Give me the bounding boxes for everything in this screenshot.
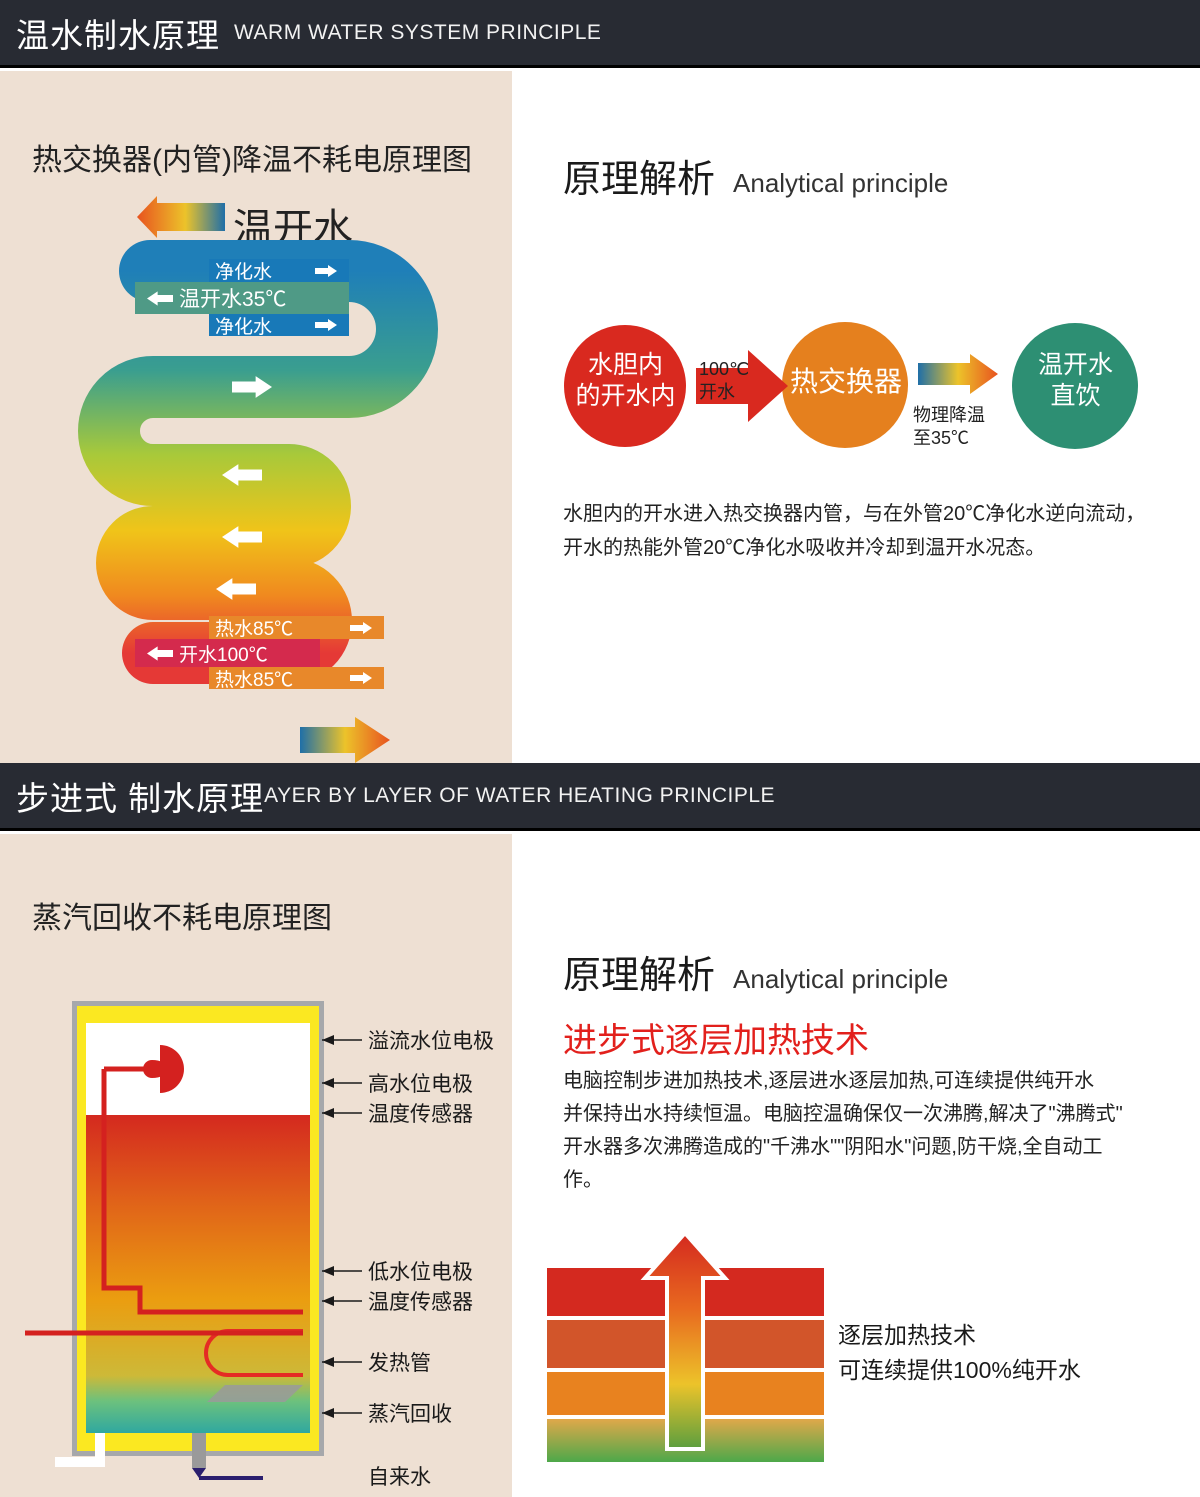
svg-text:温度传感器: 温度传感器 <box>368 1103 473 1126</box>
svg-text:自来水: 自来水 <box>368 1466 431 1489</box>
svg-text:蒸汽回收: 蒸汽回收 <box>368 1403 452 1426</box>
svg-text:发热管: 发热管 <box>368 1352 431 1375</box>
svg-text:高水位电极: 高水位电极 <box>368 1073 473 1096</box>
svg-text:溢流水位电极: 溢流水位电极 <box>368 1030 494 1053</box>
svg-text:温度传感器: 温度传感器 <box>368 1291 473 1314</box>
svg-text:低水位电极: 低水位电极 <box>368 1261 473 1284</box>
